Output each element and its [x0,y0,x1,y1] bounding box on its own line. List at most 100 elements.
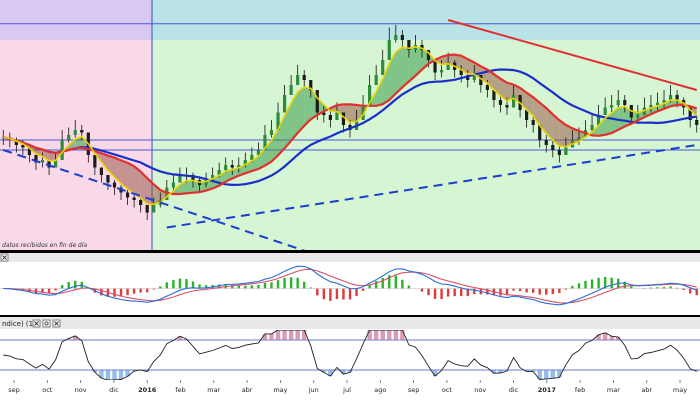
bear-fill [546,108,553,140]
macd-histogram-bar [688,288,692,294]
falling-trend [2,149,306,250]
bear-fill [454,54,462,70]
candle-body [139,200,143,205]
candle-body [459,70,463,75]
candle-body [655,102,660,105]
macd-histogram-bar [499,288,502,296]
x-tick-label: nov [75,386,87,394]
bear-fill [500,78,508,101]
x-tick-label: sep [8,386,20,394]
bull-fill [81,136,89,150]
x-tick-label: dic [509,386,519,394]
macd-histogram-bar [551,288,555,295]
candle-body [263,135,267,150]
macd-histogram-bar [145,288,149,293]
macd-histogram-bar [361,288,365,291]
macd-histogram-bar [394,275,397,289]
bear-fill [526,92,534,116]
macd-histogram-bar [460,288,463,297]
macd-histogram-bar [276,280,280,289]
candle-body [315,90,319,113]
macd-histogram-bar [656,287,659,289]
candle-body [335,112,339,120]
candle-body [387,40,391,60]
macd-histogram-bar [512,288,515,291]
close-icon[interactable] [52,319,61,328]
bear-fill [572,128,579,144]
macd-histogram-bar [440,288,443,300]
macd-histogram-bar [178,278,182,289]
macd-histogram-bar [60,285,64,289]
macd-histogram-bar [204,285,208,289]
oscillator-panel [0,330,700,380]
macd-histogram-bar [335,288,339,299]
overbought-fill [373,330,379,340]
macd-histogram-bar [466,288,469,297]
oversold-fill [432,370,438,377]
candle-body [302,75,306,80]
oversold-fill [347,370,353,373]
candle-body [276,112,280,130]
candle-body [67,135,71,140]
candle-body [112,182,117,188]
macd-histogram-bar [67,282,70,289]
panel-header-bar [0,317,700,329]
macd-histogram-bar [597,277,600,289]
panel-separator[interactable] [0,250,700,253]
candle-body [125,192,130,198]
ma-slow [3,68,697,187]
candle-body [211,175,215,180]
oversold-fill [105,370,111,380]
candle-body [250,155,254,160]
close-icon[interactable] [32,319,41,328]
candle-body [368,85,372,105]
overbought-fill [73,335,78,340]
candle-body [531,120,535,125]
oversold-fill [328,370,333,377]
oscillator-legend: ndice) (14) [2,320,41,328]
oversold-fill [498,370,503,373]
settings-icon[interactable] [42,319,51,328]
macd-histogram-bar [283,277,286,289]
candle-body [14,140,18,145]
candle-body [289,85,293,95]
panel-separator[interactable] [0,315,700,317]
candle-body [603,107,607,115]
macd-histogram-bar [231,285,234,289]
close-icon[interactable] [0,253,9,262]
macd-histogram-bar [525,288,528,293]
macd-line [3,265,697,306]
bull-fill [415,47,422,76]
macd-histogram-bar [662,287,666,289]
candle-body [178,175,182,183]
oversold-fill [131,370,137,372]
ma-lines [3,46,698,206]
bull-fill [278,115,285,156]
candle-body [688,107,692,120]
bear-fill [127,162,135,194]
macd-histogram-bar [388,275,391,289]
x-tick-label: may [673,386,687,394]
bear-fill [559,120,566,147]
macd-histogram-bar [374,280,378,289]
overbought-fill [288,330,294,340]
macd-histogram-bar [296,277,299,289]
candle-body [662,100,666,103]
candle-body [171,182,175,188]
resistance-trend [447,19,697,91]
macd-histogram-bar [159,286,162,289]
candle-body [668,95,673,100]
macd-histogram-bar [433,288,437,299]
overbought-fill [262,333,268,340]
bear-fill [461,55,468,74]
candle-body [505,105,509,108]
x-tick-label: 2017 [538,386,556,394]
candle-body [204,180,208,185]
macd-histogram-bar [564,288,568,290]
candle-body [426,50,431,60]
candle-body [73,130,77,135]
bear-fill [578,131,586,142]
bear-fill [448,54,455,67]
candle-body [439,70,444,73]
